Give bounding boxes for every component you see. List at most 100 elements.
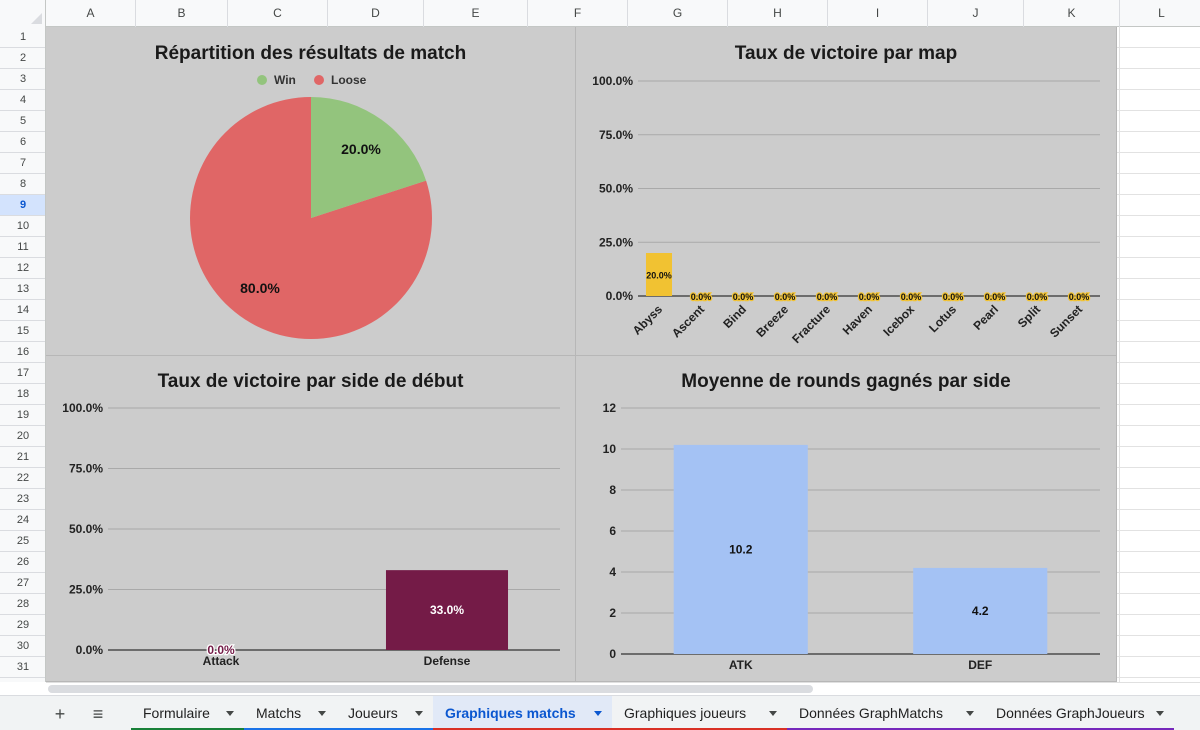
row-header-27[interactable]: 27 (0, 573, 45, 594)
grid-line (1119, 27, 1120, 682)
side-chart-title: Taux de victoire par side de début (157, 371, 464, 392)
chevron-down-icon[interactable] (415, 711, 423, 716)
sheet-tab-données-graphjoueurs[interactable]: Données GraphJoueurs (984, 696, 1174, 730)
chevron-down-icon[interactable] (966, 711, 974, 716)
column-header-i[interactable]: I (828, 0, 928, 27)
row-header-20[interactable]: 20 (0, 426, 45, 447)
chevron-down-icon[interactable] (594, 711, 602, 716)
column-header-c[interactable]: C (228, 0, 328, 27)
sheet-tab-label: Matchs (256, 705, 302, 721)
column-header-l[interactable]: L (1120, 0, 1200, 27)
sheet-tab-label: Données GraphJoueurs (996, 705, 1145, 721)
bar-defense[interactable] (385, 570, 509, 650)
row-header-25[interactable]: 25 (0, 531, 45, 552)
x-tick-label: Bind (720, 302, 749, 331)
row-header-30[interactable]: 30 (0, 636, 45, 657)
column-header-h[interactable]: H (728, 0, 828, 27)
chevron-down-icon[interactable] (318, 711, 326, 716)
side-win-rate-chart[interactable]: Taux de victoire par side de début 100.0… (46, 356, 576, 682)
chevron-down-icon[interactable] (226, 711, 234, 716)
map-win-rate-chart[interactable]: Taux de victoire par map 100.0% 75.0% 50.0… (576, 27, 1117, 356)
column-header-d[interactable]: D (328, 0, 424, 27)
sheet-tab-color-bar (336, 728, 433, 730)
chevron-down-icon[interactable] (1156, 711, 1164, 716)
row-header-7[interactable]: 7 (0, 153, 45, 174)
data-label-breeze: 0.0% (775, 292, 796, 302)
column-header-j[interactable]: J (928, 0, 1024, 27)
data-label-ascent: 0.0% (691, 292, 712, 302)
row-header-16[interactable]: 16 (0, 342, 45, 363)
bar-abyss[interactable] (645, 253, 673, 296)
row-header-22[interactable]: 22 (0, 468, 45, 489)
column-header-g[interactable]: G (628, 0, 728, 27)
map-chart-title: Taux de victoire par map (734, 43, 958, 64)
sheet-grid[interactable]: Répartition des résultats de match Win L… (46, 27, 1200, 682)
map-chart-canvas: 100.0%75.0%50.0%25.0%0.0%20.0%Abyss0.0%A… (592, 74, 1100, 346)
all-sheets-menu-icon[interactable]: ≡ (92, 704, 104, 724)
row-header-2[interactable]: 2 (0, 48, 45, 69)
pie-slice-loose[interactable] (190, 97, 433, 339)
column-header-a[interactable]: A (46, 0, 136, 27)
pie-chart[interactable]: Répartition des résultats de match Win L… (46, 27, 576, 356)
data-label-bind: 0.0% (733, 292, 754, 302)
row-header-21[interactable]: 21 (0, 447, 45, 468)
row-header-26[interactable]: 26 (0, 552, 45, 573)
data-label-atk: 10.2 (729, 542, 753, 556)
y-tick-label: 12 (603, 401, 617, 415)
pie-slice-win[interactable] (311, 97, 427, 218)
pie-label-win: 20.0% (341, 141, 381, 157)
bar-atk[interactable] (673, 444, 808, 654)
sheet-tab-label: Formulaire (143, 705, 210, 721)
row-header-9[interactable]: 9 (0, 195, 45, 216)
row-header-29[interactable]: 29 (0, 615, 45, 636)
sheet-tab-formulaire[interactable]: Formulaire (131, 696, 244, 730)
row-header-18[interactable]: 18 (0, 384, 45, 405)
sheet-tab-graphiques-joueurs[interactable]: Graphiques joueurs (612, 696, 787, 730)
row-header-4[interactable]: 4 (0, 90, 45, 111)
bar-def[interactable] (913, 567, 1048, 654)
chevron-down-icon[interactable] (769, 711, 777, 716)
row-header-10[interactable]: 10 (0, 216, 45, 237)
row-header-11[interactable]: 11 (0, 237, 45, 258)
pie-chart-canvas: Win Loose 20.0% 80.0% (190, 73, 433, 339)
row-header-14[interactable]: 14 (0, 300, 45, 321)
sheet-tab-color-bar (612, 728, 787, 730)
x-tick-label: Lotus (926, 302, 959, 335)
x-tick-label: Defense (424, 654, 471, 668)
row-header-5[interactable]: 5 (0, 111, 45, 132)
row-header-3[interactable]: 3 (0, 69, 45, 90)
data-label-split: 0.0% (1027, 292, 1048, 302)
column-header-k[interactable]: K (1024, 0, 1120, 27)
x-tick-label: ATK (729, 658, 753, 672)
row-header-12[interactable]: 12 (0, 258, 45, 279)
row-header-8[interactable]: 8 (0, 174, 45, 195)
horizontal-scrollbar[interactable] (46, 682, 1200, 694)
x-tick-label: Breeze (753, 302, 791, 340)
column-header-f[interactable]: F (528, 0, 628, 27)
row-header-6[interactable]: 6 (0, 132, 45, 153)
row-header-1[interactable]: 1 (0, 27, 45, 48)
y-tick-label: 75.0% (69, 462, 103, 476)
scrollbar-thumb[interactable] (48, 685, 813, 693)
row-header-13[interactable]: 13 (0, 279, 45, 300)
rounds-per-side-chart[interactable]: Moyenne de rounds gagnés par side 12 10 8 6… (576, 356, 1117, 682)
column-header-e[interactable]: E (424, 0, 528, 27)
row-header-17[interactable]: 17 (0, 363, 45, 384)
row-header-28[interactable]: 28 (0, 594, 45, 615)
side-chart-canvas: 100.0%75.0%50.0%25.0%0.0% 0.0%Attack33.0%… (62, 401, 560, 668)
sheet-tab-joueurs[interactable]: Joueurs (336, 696, 433, 730)
legend-win-label: Win (274, 73, 296, 87)
row-header-23[interactable]: 23 (0, 489, 45, 510)
row-header-15[interactable]: 15 (0, 321, 45, 342)
add-sheet-button[interactable]: + (54, 704, 66, 724)
y-tick-label: 10 (603, 442, 617, 456)
row-header-19[interactable]: 19 (0, 405, 45, 426)
row-header-31[interactable]: 31 (0, 657, 45, 678)
select-all-corner[interactable] (0, 0, 46, 27)
column-header-b[interactable]: B (136, 0, 228, 27)
sheet-tab-graphiques-matchs[interactable]: Graphiques matchs (433, 696, 612, 730)
row-header-24[interactable]: 24 (0, 510, 45, 531)
data-label-haven: 0.0% (859, 292, 880, 302)
sheet-tab-données-graphmatchs[interactable]: Données GraphMatchs (787, 696, 984, 730)
sheet-tab-matchs[interactable]: Matchs (244, 696, 336, 730)
